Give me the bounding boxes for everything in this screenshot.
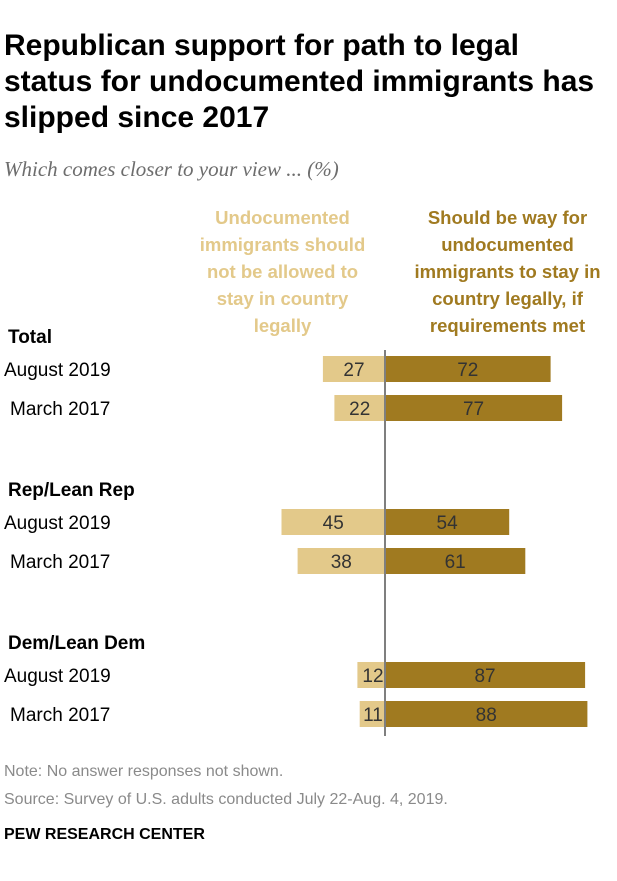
- diverging-bar-chart: Total August 2019 27 72 March 2017 22 77 Rep/Le…: [4, 327, 588, 736]
- bar-label-right: 61: [445, 552, 466, 573]
- group-label: Dem/Lean Dem: [8, 633, 145, 654]
- bar-right: [385, 662, 586, 688]
- bar-label-right: 72: [457, 360, 478, 381]
- bar-right: [385, 701, 588, 727]
- bar-right: [385, 509, 510, 535]
- bar-label-right: 88: [476, 705, 497, 726]
- bar-right: [385, 356, 551, 382]
- brand-logo-text: PEW RESEARCH CENTER: [4, 826, 205, 843]
- bar-label-left: 22: [349, 399, 370, 420]
- bar-left: [334, 395, 385, 421]
- row-label: March 2017: [10, 552, 110, 573]
- bar-left: [359, 701, 385, 727]
- bar-left: [281, 509, 385, 535]
- bar-label-right: 54: [437, 513, 459, 534]
- legend-left: Undocumented immigrants should not be al…: [199, 207, 366, 336]
- bar-label-left: 45: [323, 513, 344, 534]
- bar-left: [297, 548, 385, 574]
- bar-label-left: 38: [331, 552, 352, 573]
- row-label: March 2017: [10, 399, 110, 420]
- row-label: August 2019: [4, 360, 111, 381]
- chart-note: Note: No answer responses not shown.: [4, 763, 284, 780]
- row-label: August 2019: [4, 666, 111, 687]
- chart-subtitle: Which comes closer to your view ... (%): [4, 157, 339, 181]
- bar-label-right: 77: [463, 399, 484, 420]
- row-label: March 2017: [10, 705, 110, 726]
- chart-title: Republican support for path to legal sta…: [4, 29, 595, 134]
- bar-label-right: 87: [474, 666, 495, 687]
- chart-source: Source: Survey of U.S. adults conducted …: [4, 791, 448, 808]
- row-label: August 2019: [4, 513, 111, 534]
- bar-label-left: 27: [343, 360, 364, 381]
- group-label: Total: [8, 327, 52, 348]
- bar-right: [385, 395, 563, 421]
- legend-right: Should be way for undocumented immigrant…: [414, 207, 601, 336]
- bar-right: [385, 548, 526, 574]
- group-label: Rep/Lean Rep: [8, 480, 135, 501]
- bar-label-left: 12: [362, 666, 383, 687]
- bar-label-left: 11: [363, 705, 383, 726]
- bar-left: [322, 356, 385, 382]
- bar-left: [357, 662, 385, 688]
